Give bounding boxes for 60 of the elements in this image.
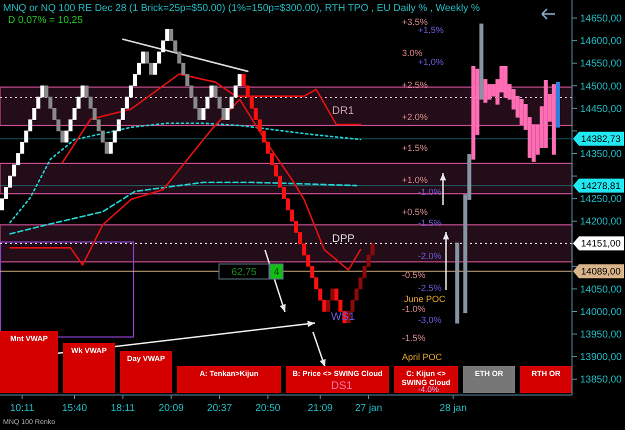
y-tick-label: 14650,00 bbox=[580, 14, 622, 25]
annotation: -2.0% bbox=[418, 251, 442, 262]
annotation: +1.0% bbox=[402, 175, 428, 186]
candlestick bbox=[483, 79, 488, 103]
ref-line-label: 14151,00 bbox=[581, 238, 621, 250]
candlestick bbox=[504, 66, 508, 98]
annotation: DS1 bbox=[331, 380, 352, 392]
annotation: 3.0% bbox=[402, 48, 423, 58]
line-series bbox=[9, 122, 362, 224]
candlestick bbox=[455, 242, 460, 324]
y-tick-label: 13850,00 bbox=[580, 374, 622, 386]
line-series bbox=[9, 182, 358, 235]
y-tick-label: 14450,00 bbox=[580, 104, 622, 115]
annotation: -1.0% bbox=[402, 304, 426, 314]
x-tick-label: 15:40 bbox=[62, 403, 88, 414]
annotation: DR1 bbox=[332, 104, 354, 117]
x-tick-label: 20:37 bbox=[207, 403, 232, 414]
y-tick-label: 14550,00 bbox=[580, 58, 622, 70]
annotation: +1.5% bbox=[418, 25, 444, 36]
x-tick-label: 27 jan bbox=[354, 403, 382, 414]
y-tick-label: 13950,00 bbox=[580, 330, 622, 341]
annotation: +1,0% bbox=[418, 57, 444, 68]
annotation: -4.0% bbox=[418, 384, 439, 394]
text: D 0,07% = 10,25 bbox=[8, 15, 84, 26]
annotation: June POC bbox=[404, 294, 446, 304]
y-tick-label: 14600,00 bbox=[580, 36, 622, 48]
annotation: -3,0% bbox=[418, 315, 442, 326]
chart-title: MNQ or NQ 100 RE Dec 28 (1 Brick=25p=$50.00) (1%=150p=$300.00), RTH TPO , EU Daily % , Weekly % bbox=[3, 3, 480, 14]
x-tick-label: 28 jan bbox=[440, 403, 467, 414]
y-tick-label: 13900,00 bbox=[580, 352, 622, 364]
candlestick bbox=[479, 24, 484, 100]
candlestick bbox=[552, 84, 556, 155]
annotation: -0.5% bbox=[402, 270, 426, 280]
y-tick-label: 14050,00 bbox=[580, 284, 622, 296]
x-tick-label: 21:09 bbox=[308, 403, 334, 414]
annotation: +1.5% bbox=[402, 143, 428, 154]
ref-line-label: 14278,81 bbox=[581, 180, 621, 192]
annotation: DPP bbox=[332, 232, 355, 245]
y-tick-label: 14000,00 bbox=[580, 306, 622, 318]
annotation: -1.5% bbox=[402, 333, 426, 344]
y-tick-label: 14500,00 bbox=[580, 81, 622, 92]
annotation: -2.5% bbox=[418, 283, 442, 294]
annotation: 62,75 bbox=[231, 267, 257, 278]
candlestick bbox=[544, 80, 548, 148]
annotation: +0.5% bbox=[402, 207, 428, 218]
ref-line-label: 14382,73 bbox=[581, 134, 621, 146]
annotation: 4 bbox=[274, 267, 280, 278]
y-tick-label: 14350,00 bbox=[580, 148, 622, 160]
annotation: +3.5% bbox=[402, 17, 428, 28]
candlestick bbox=[556, 82, 560, 128]
x-tick-label: 20:09 bbox=[158, 403, 184, 414]
y-tick-label: 14200,00 bbox=[580, 216, 622, 228]
candlestick bbox=[471, 66, 476, 160]
annotation: April POC bbox=[402, 352, 443, 362]
x-tick-label: 10:11 bbox=[10, 403, 35, 414]
x-tick-label: 18:11 bbox=[110, 403, 136, 414]
annotation: +2.0% bbox=[402, 112, 428, 122]
ref-line-label: 14089,00 bbox=[581, 266, 621, 278]
x-tick-label: 20:50 bbox=[255, 403, 281, 414]
y-tick-label: 14250,00 bbox=[580, 194, 622, 206]
